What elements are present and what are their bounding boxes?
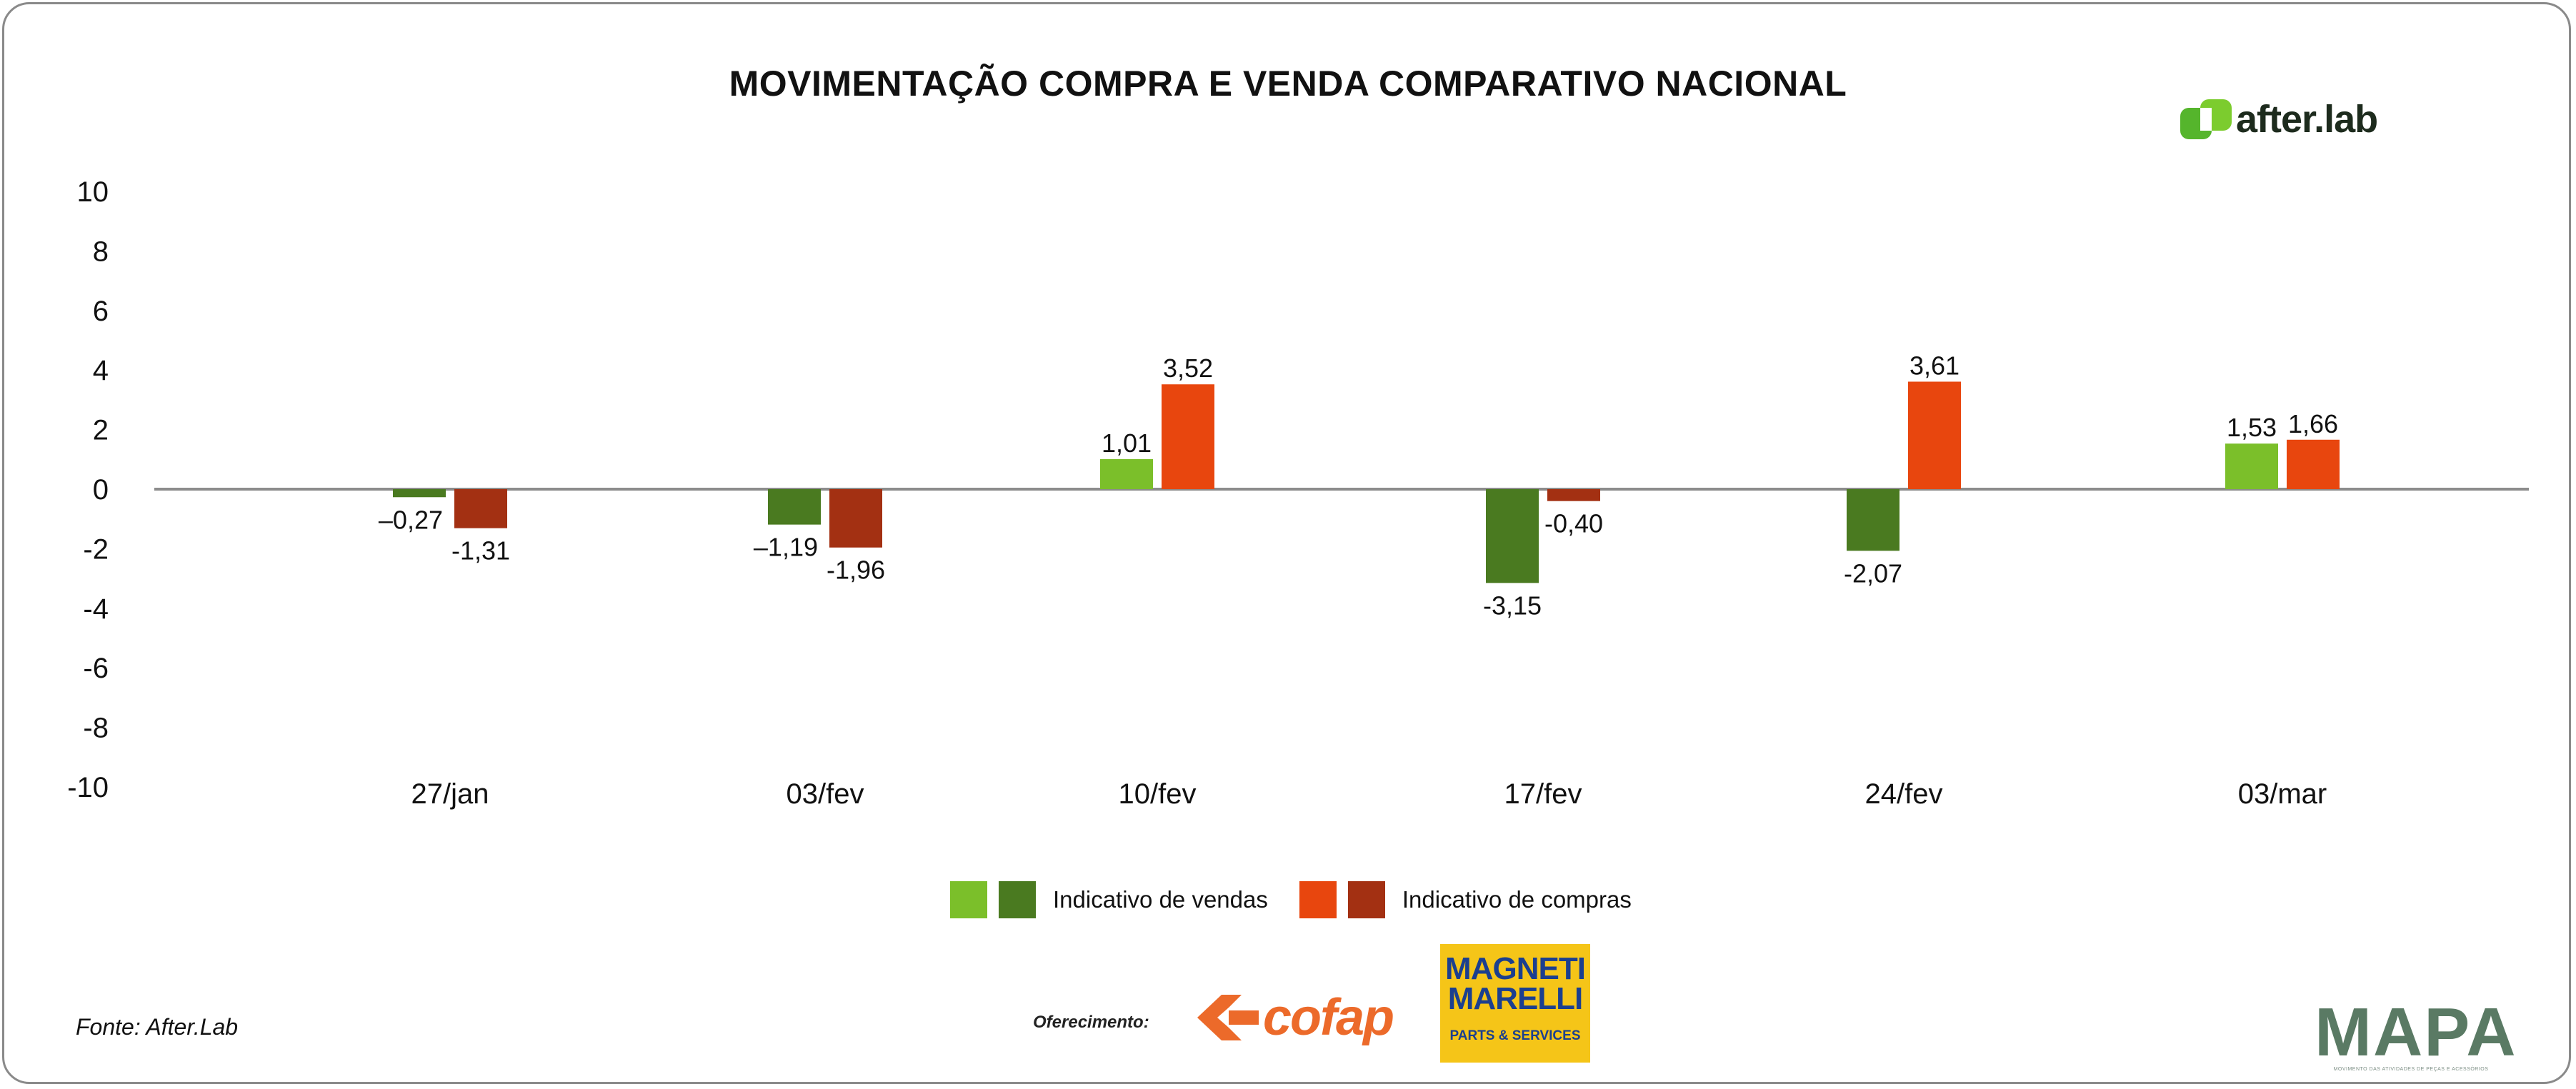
bar-vendas-1	[768, 489, 821, 525]
y-tick-label: -4	[83, 593, 109, 625]
legend-label-compras: Indicativo de compras	[1402, 886, 1632, 913]
x-tick-label: 27/jan	[411, 778, 489, 810]
mapa-wordmark: MAPA	[2315, 994, 2517, 1070]
data-label: 3,52	[1163, 353, 1213, 383]
mapa-tagline: MOVIMENTO DAS ATIVIDADES DE PEÇAS E ACES…	[2333, 1067, 2489, 1072]
mapa-logo: MAPA MOVIMENTO DAS ATIVIDADES DE PEÇAS E…	[2315, 994, 2517, 1073]
data-label: –1,19	[754, 533, 818, 562]
y-tick-label: 10	[77, 176, 109, 208]
magneti-line-3: PARTS & SERVICES	[1449, 1028, 1581, 1043]
x-tick-label: 10/fev	[1119, 778, 1197, 810]
after-lab-icon	[2180, 99, 2232, 139]
data-labels: –0,27 -1,31 –1,19 -1,96 1,01 3,52 -3,15 -0,40 -2…	[379, 351, 2338, 620]
bar-compras-0	[454, 489, 507, 528]
y-tick-label: 6	[93, 296, 109, 327]
data-label: -3,15	[1483, 591, 1542, 620]
y-tick-label: -8	[83, 713, 109, 744]
legend-swatch-compras-dark	[1347, 881, 1385, 918]
bar-compras-3	[1547, 489, 1600, 501]
bar-compras-1	[829, 489, 882, 548]
data-label: -1,31	[451, 536, 510, 566]
data-label: -2,07	[1844, 558, 1902, 588]
data-label: -1,96	[827, 556, 885, 585]
bar-vendas-4	[1847, 489, 1899, 551]
bar-compras-2	[1162, 384, 1214, 489]
y-tick-label: -2	[83, 533, 109, 565]
x-tick-label: 17/fev	[1504, 778, 1582, 810]
chart-title: MOVIMENTAÇÃO COMPRA E VENDA COMPARATIVO …	[729, 64, 1847, 104]
y-tick-label: 2	[93, 415, 109, 446]
y-tick-label: -10	[67, 772, 109, 803]
x-tick-label: 03/fev	[787, 778, 864, 810]
y-tick-label: -6	[83, 653, 109, 684]
x-tick-label: 24/fev	[1865, 778, 1943, 810]
bar-vendas-3	[1486, 489, 1539, 583]
legend-swatch-vendas-dark	[999, 881, 1036, 918]
legend-swatch-compras-light	[1299, 881, 1337, 918]
bar-vendas-5	[2225, 443, 2278, 489]
x-axis: 27/jan 03/fev 10/fev 17/fev 24/fev 03/mar	[411, 778, 2327, 810]
legend-label-vendas: Indicativo de vendas	[1053, 886, 1268, 913]
x-tick-label: 03/mar	[2238, 778, 2327, 810]
magneti-marelli-logo: MAGNETI MARELLI PARTS & SERVICES	[1440, 944, 1590, 1063]
cofap-logo: cofap	[1197, 988, 1394, 1047]
data-label: 1,01	[1102, 428, 1152, 458]
y-tick-label: 4	[93, 355, 109, 386]
magneti-line-2: MARELLI	[1447, 981, 1584, 1016]
source-note: Fonte: After.Lab	[76, 1014, 239, 1040]
data-label: 3,61	[1909, 351, 1960, 380]
y-axis: 10 8 6 4 2 0 -2 -4 -6 -8 -10	[67, 176, 109, 803]
magneti-line-1: MAGNETI	[1445, 951, 1586, 986]
data-label: -0,40	[1544, 509, 1603, 538]
sponsor-label: Oferecimento:	[1033, 1013, 1149, 1032]
data-label: 1,53	[2227, 413, 2277, 442]
bar-compras-5	[2287, 439, 2340, 489]
data-label: 1,66	[2288, 409, 2338, 438]
legend: Indicativo de vendas Indicativo de compr…	[950, 880, 1663, 920]
y-tick-label: 8	[93, 236, 109, 267]
bar-vendas-2	[1100, 458, 1153, 489]
cofap-wordmark: cofap	[1263, 989, 1394, 1046]
legend-swatch-vendas-light	[950, 881, 987, 918]
brand-name: after.lab	[2236, 98, 2378, 141]
data-label: –0,27	[379, 505, 443, 534]
bar-vendas-0	[393, 489, 446, 498]
y-tick-label: 0	[93, 474, 109, 506]
brand-logo: after.lab	[2179, 96, 2378, 142]
bars-group	[393, 381, 2340, 583]
bar-compras-4	[1908, 381, 1961, 489]
cofap-mark-icon	[1197, 995, 1259, 1040]
